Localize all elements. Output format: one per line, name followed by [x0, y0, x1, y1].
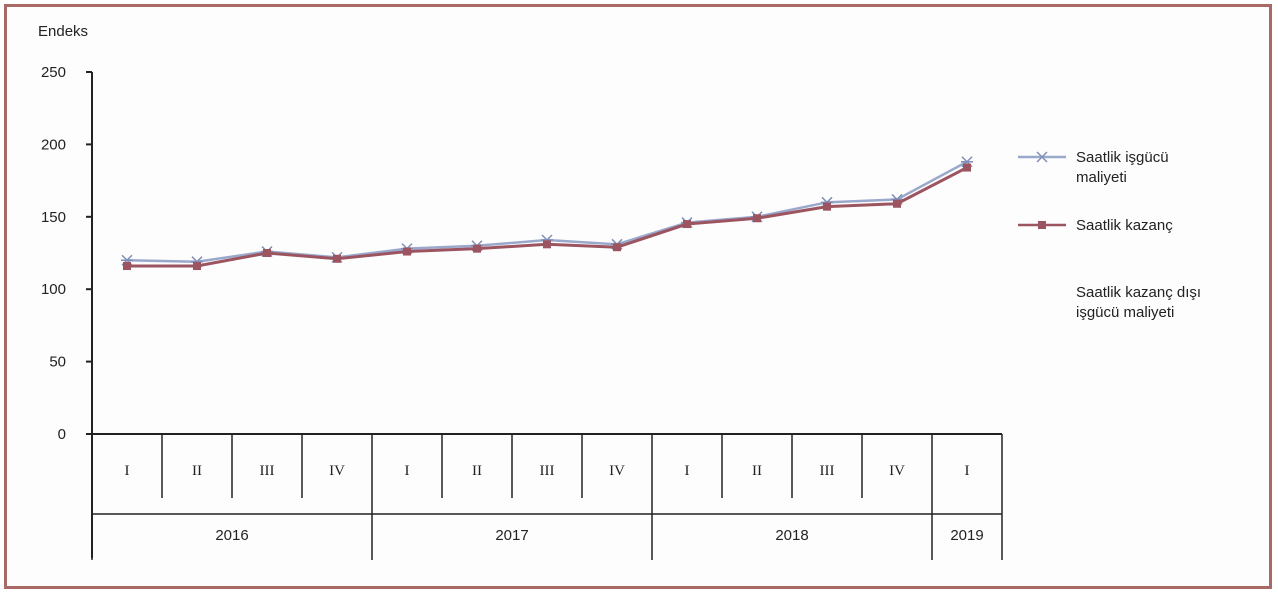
x-year-label: 2018 [775, 527, 808, 544]
data-point-marker [333, 254, 341, 263]
x-year-label: 2017 [495, 527, 528, 544]
x-category-label: II [752, 463, 762, 479]
data-point-marker [753, 214, 761, 223]
x-category-label: IV [329, 463, 345, 479]
data-point-marker [963, 163, 971, 172]
y-tick-label: 250 [41, 64, 66, 81]
legend-label: işgücü maliyeti [1076, 304, 1174, 321]
x-category-label: III [260, 463, 275, 479]
legend-label: Saatlik kazanç [1076, 217, 1173, 234]
chart-frame [4, 4, 1272, 589]
y-tick-label: 150 [41, 209, 66, 226]
x-year-label: 2016 [215, 527, 248, 544]
data-point-marker [123, 262, 131, 271]
data-point-marker [193, 262, 201, 271]
data-point-marker [403, 247, 411, 256]
y-tick-label: 50 [49, 354, 66, 371]
data-point-marker [473, 244, 481, 253]
y-axis-title: Endeks [38, 23, 88, 40]
data-point-marker [543, 240, 551, 249]
series-line-2 [127, 166, 968, 268]
legend-label: Saatlik kazanç dışı [1076, 284, 1201, 301]
y-tick-label: 0 [58, 426, 66, 443]
data-point-marker [823, 202, 831, 211]
x-category-label: III [820, 463, 835, 479]
x-category-label: I [405, 463, 410, 479]
x-category-label: IV [889, 463, 905, 479]
data-point-marker [263, 249, 271, 257]
x-category-label: I [685, 463, 690, 479]
legend-label: maliyeti [1076, 169, 1127, 186]
x-category-label: III [540, 463, 555, 479]
x-category-label: I [965, 463, 970, 479]
x-category-label: II [192, 463, 202, 479]
x-year-label: 2019 [950, 527, 983, 544]
x-category-label: II [472, 463, 482, 479]
data-point-marker [893, 199, 901, 208]
legend-swatch-marker [1036, 151, 1048, 163]
x-category-label: I [125, 463, 130, 479]
y-tick-label: 200 [41, 136, 66, 153]
legend-label: Saatlik işgücü [1076, 149, 1169, 166]
y-tick-label: 100 [41, 281, 66, 298]
legend-swatch-marker [1038, 221, 1046, 229]
data-point-marker [613, 243, 621, 252]
x-category-label: IV [609, 463, 625, 479]
data-point-marker [683, 220, 691, 229]
